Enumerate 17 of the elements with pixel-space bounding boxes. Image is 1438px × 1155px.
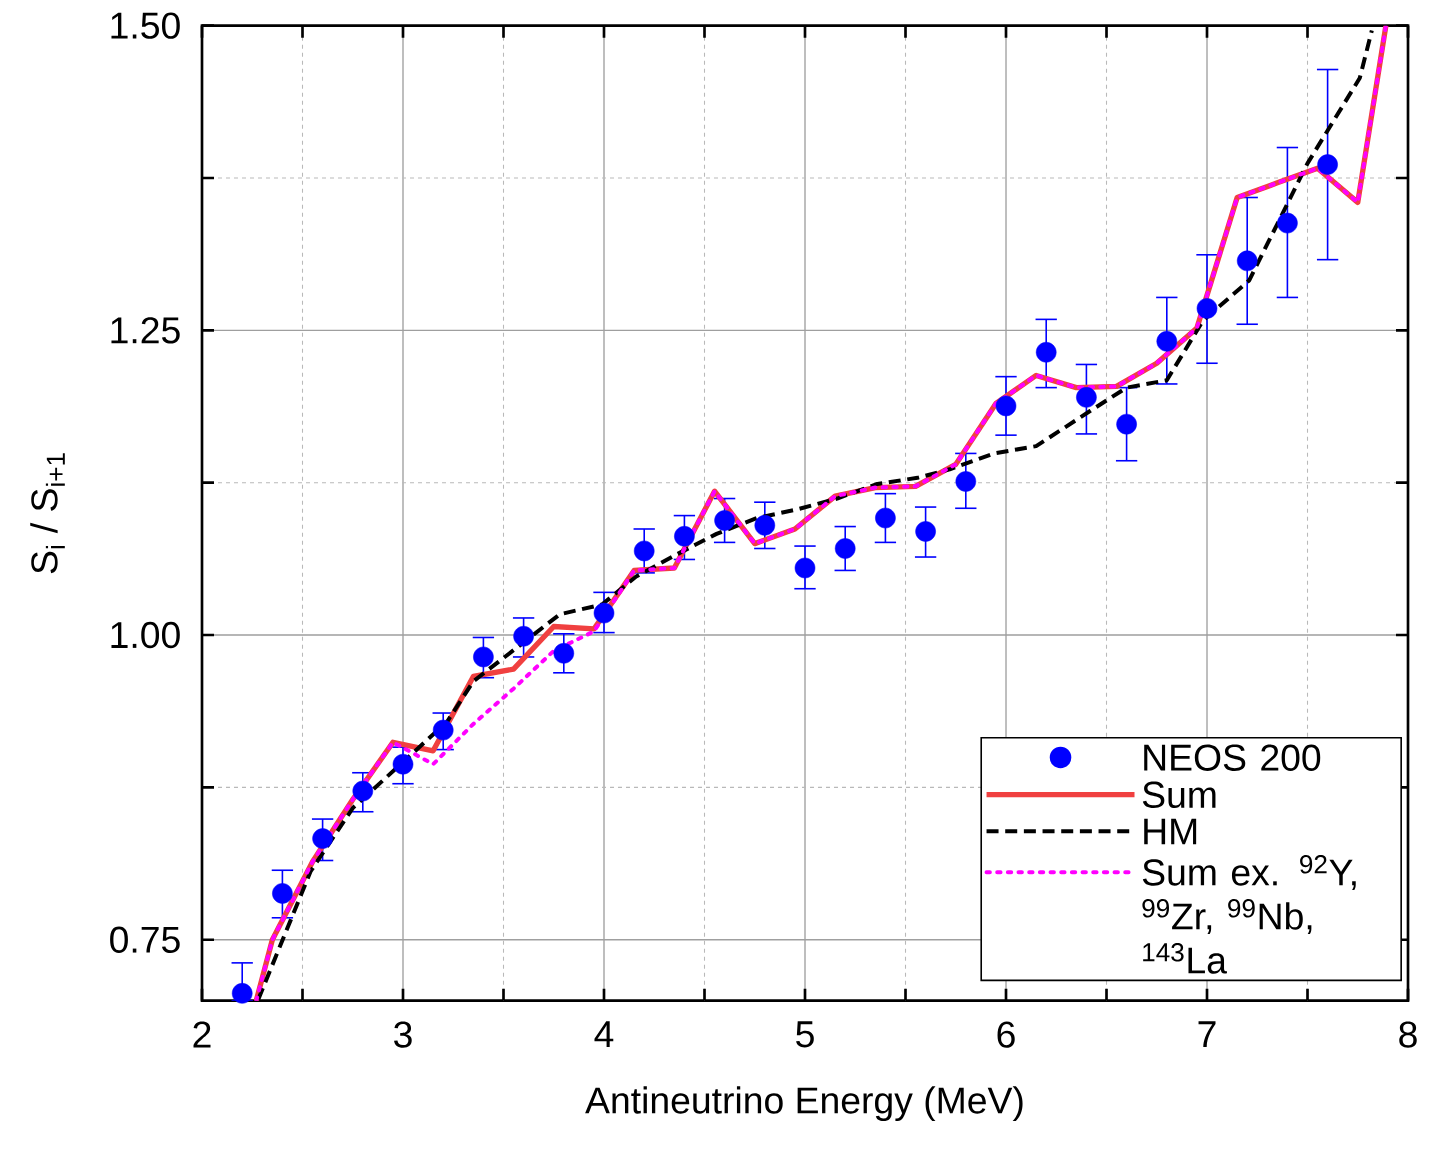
y-axis-title: S$_{i}$ / S$_{i+1}$ (30, 453, 65, 574)
x-tick-label: 8 (1399, 1021, 1417, 1048)
text: Sum ex. $^{92}$Y, $^{99}$Zr, $^{99}$Nb, $^{143}$La (1142, 855, 1356, 974)
legend-label: Sum (1142, 781, 1216, 809)
x-tick-label: 4 (594, 1021, 614, 1048)
legend-label: HM (1144, 818, 1197, 845)
x-tick-label: 3 (394, 1021, 412, 1048)
x-tick-label: 6 (997, 1021, 1015, 1048)
y-tick-label: 0.75 (110, 926, 180, 954)
x-tick-label: 5 (796, 1021, 814, 1048)
y-tick-label: 1.25 (111, 317, 180, 344)
x-tick-label: 7 (1198, 1021, 1216, 1048)
legend-label: NEOS 200 (1144, 744, 1321, 772)
x-tick-label: 2 (193, 1021, 211, 1048)
x-axis-title: Antineutrino Energy (MeV) (585, 1086, 1023, 1122)
y-tick-label: 1.00 (111, 622, 180, 649)
y-tick-label: 1.50 (111, 12, 180, 40)
